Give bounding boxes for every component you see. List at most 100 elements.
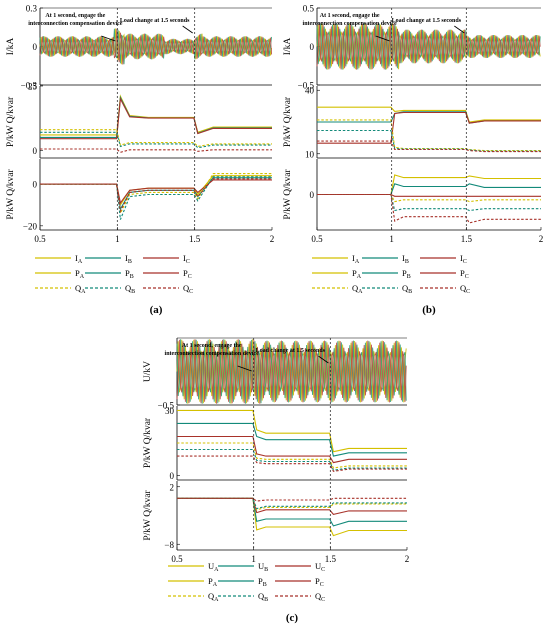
legend-item-ua: UA [168, 561, 219, 573]
legend-subscript: A [213, 582, 218, 588]
subplot-b-3: P/kW Q/kvar 0 [283, 159, 541, 231]
legend-item-qb: QB [85, 283, 135, 295]
event-arrow [101, 35, 116, 42]
y-tick-label: −0.3 [21, 81, 38, 91]
x-tick-label: 1.5 [189, 234, 201, 244]
legend-item-pc: PC [420, 268, 469, 280]
legend-label: PC [460, 268, 469, 280]
y-axis-label: P/kW Q/kvar [143, 490, 153, 541]
legend-label: PA [208, 576, 218, 588]
y-tick-label: 0.3 [26, 4, 38, 14]
event-arrow [375, 35, 390, 42]
legend-label: QA [208, 591, 219, 603]
legend-label: PA [75, 268, 85, 280]
y-tick-label: −0.5 [158, 401, 175, 411]
x-tick-label: 1.5 [461, 234, 473, 244]
legend-item-qa: QA [312, 283, 363, 295]
legend-label: IA [75, 253, 83, 265]
series-line-qb [317, 129, 541, 152]
series-line-pb [40, 95, 272, 138]
y-tick-label: −20 [23, 221, 38, 231]
legend-subscript: C [186, 259, 190, 265]
series-line-pa [317, 174, 541, 196]
legend-subscript: A [78, 259, 83, 265]
legend-label: IC [460, 253, 467, 265]
legend-label: UB [258, 561, 268, 573]
legend-item-ic: IC [420, 253, 467, 265]
subplot-c-1: U/kV −0.5 [143, 337, 407, 411]
y-tick-label: 0 [33, 180, 38, 190]
event-label-line: At 1 second, engage the [320, 13, 380, 19]
x-tick-label: 0.5 [311, 234, 323, 244]
legend-subscript: A [358, 289, 363, 295]
legend-item-pc: PC [275, 576, 324, 588]
subplot-a-1: I/kA 0.3 0 −0.3 [6, 4, 273, 91]
legend-item-qb: QB [218, 591, 268, 603]
subplot-b-1: I/kA 0.5 0 −0.5 [283, 4, 541, 91]
series-line-pa [317, 106, 541, 123]
subplot-a-3: P/kW Q/kvar 0 −20 [6, 159, 272, 231]
series-line-pc [317, 111, 541, 144]
y-axis-label: P/kW Q/kvar [6, 96, 16, 147]
legend-subscript: C [320, 582, 324, 588]
series-line-pc [317, 193, 541, 197]
series-line-qc [177, 455, 407, 472]
y-tick-label: −0.5 [298, 81, 315, 91]
event-label-line: interconnection compensation device [165, 351, 260, 357]
series-line-qc [40, 178, 272, 214]
legend-item-qa: QA [168, 591, 219, 603]
x-tick-label: 1 [115, 234, 120, 244]
legend-item-ib: IB [85, 253, 132, 265]
panel-c: U/kV −0.5 P/kW Q/kvar 30 0 P/kW Q/kvar 2 −8 At 1… [143, 337, 410, 624]
waveform-b [39, 28, 273, 65]
legend-subscript: C [465, 274, 469, 280]
x-tick-label: 1.5 [325, 554, 337, 564]
legend-subscript: C [321, 567, 325, 573]
series-line-pc [177, 497, 407, 516]
x-tick-label: 2 [405, 554, 410, 564]
series-line-qc [40, 148, 272, 153]
legend-label: PB [402, 268, 411, 280]
x-tick-label: 2 [539, 234, 544, 244]
legend-label: QB [258, 591, 268, 603]
event-arrow [237, 365, 252, 372]
legend-label: QA [75, 283, 86, 295]
legend-item-pb: PB [362, 268, 411, 280]
legend-label: UA [208, 561, 219, 573]
waveform-c [316, 23, 541, 70]
series-line-pc [40, 96, 272, 140]
legend-item-qb: QB [362, 283, 412, 295]
legend-label: IA [352, 253, 360, 265]
legend-item-ic: IC [143, 253, 190, 265]
series-line-qa [177, 497, 407, 511]
series-line-pa [177, 409, 407, 453]
legend-item-pa: PA [35, 268, 85, 280]
y-tick-label: 2 [170, 482, 175, 492]
series-line-pb [40, 177, 272, 211]
y-tick-label: 30 [165, 406, 175, 416]
y-axis-label: P/kW Q/kvar [283, 96, 293, 147]
legend-subscript: C [466, 289, 470, 295]
legend-label: PC [183, 268, 192, 280]
legend-subscript: B [128, 259, 132, 265]
series-line-pa [40, 94, 272, 136]
legend-subscript: C [463, 259, 467, 265]
legend-subscript: B [131, 289, 135, 295]
legend-subscript: B [405, 259, 409, 265]
legend-label: QC [183, 283, 193, 295]
legend-item-pa: PA [168, 576, 218, 588]
y-tick-label: 10 [305, 149, 315, 159]
legend-item-qa: QA [35, 283, 86, 295]
y-tick-label: 40 [305, 86, 315, 96]
panel-caption: (b) [422, 304, 436, 316]
event-label-line: At 1 second, engage the [182, 343, 242, 349]
y-tick-label: 0 [33, 146, 38, 156]
waveform-b [316, 23, 541, 70]
legend-item-ia: IA [35, 253, 83, 265]
series-line-qc [177, 497, 407, 502]
series-line-pc [177, 435, 407, 464]
event-label-line: interconnection compensation device [303, 21, 398, 27]
legend-subscript: A [80, 274, 85, 280]
y-axis-label: P/kW Q/kvar [283, 169, 293, 220]
